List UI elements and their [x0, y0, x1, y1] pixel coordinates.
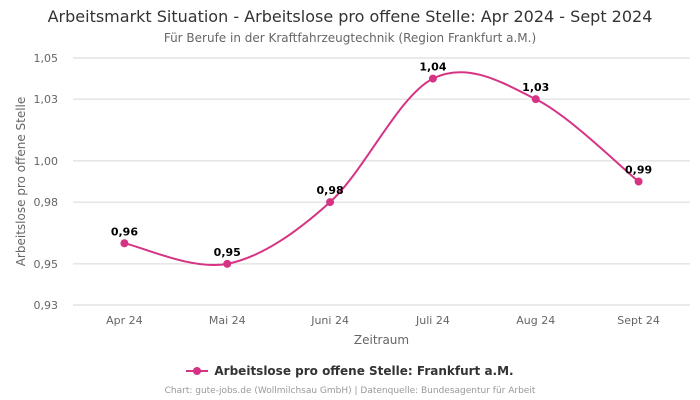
- y-axis-label: Arbeitslose pro offene Stelle: [14, 97, 28, 267]
- data-point: [120, 239, 129, 248]
- data-label: 0,99: [625, 164, 652, 177]
- y-tick-label: 1,03: [34, 93, 59, 106]
- y-axis-ticks: 0,93 0,95 0,98 1,00 1,03 1,05: [34, 52, 59, 312]
- chart-credits[interactable]: Chart: gute-jobs.de (Wollmilchsau GmbH) …: [164, 386, 536, 396]
- legend[interactable]: Arbeitslose pro offene Stelle: Frankfurt…: [0, 364, 700, 378]
- data-labels: 0,96 0,95 0,98 1,04 1,03 0,99: [111, 61, 652, 259]
- series-line: [124, 71, 640, 266]
- data-label: 0,96: [111, 225, 138, 238]
- x-tick-label: Aug 24: [516, 314, 555, 327]
- data-label: 1,03: [522, 81, 549, 94]
- y-tick-label: 1,05: [34, 52, 59, 65]
- x-tick-label: Mai 24: [209, 314, 246, 327]
- data-label: 1,04: [419, 61, 446, 74]
- y-tick-label: 0,98: [34, 196, 59, 209]
- y-tick-label: 0,95: [34, 258, 59, 271]
- data-point: [531, 95, 540, 104]
- data-point: [428, 74, 437, 83]
- x-tick-label: Apr 24: [106, 314, 143, 327]
- series-layer: [120, 71, 643, 268]
- grid-layer: [73, 57, 690, 306]
- legend-label: Arbeitslose pro offene Stelle: Frankfurt…: [214, 364, 514, 378]
- data-label: 0,95: [214, 246, 241, 259]
- data-point: [326, 198, 335, 207]
- chart-title: Arbeitsmarkt Situation - Arbeitslose pro…: [47, 7, 653, 26]
- y-tick-label: 0,93: [34, 299, 59, 312]
- chart-subtitle: Für Berufe in der Kraftfahrzeugtechnik (…: [163, 31, 537, 45]
- line-chart: 0,93 0,95 0,98 1,00 1,03 1,05 Apr 24 Mai 24 Jun…: [14, 52, 690, 347]
- x-tick-label: Juni 24: [310, 314, 349, 327]
- data-point: [223, 259, 232, 268]
- x-axis-label: Zeitraum: [354, 333, 409, 347]
- x-axis-ticks: Apr 24 Mai 24 Juni 24 Juli 24 Aug 24 Sept 24: [106, 314, 660, 327]
- data-point: [634, 177, 643, 186]
- legend-marker-icon: [186, 367, 209, 375]
- y-tick-label: 1,00: [34, 155, 59, 168]
- data-label: 0,98: [317, 184, 344, 197]
- x-tick-label: Sept 24: [617, 314, 660, 327]
- x-tick-label: Juli 24: [415, 314, 450, 327]
